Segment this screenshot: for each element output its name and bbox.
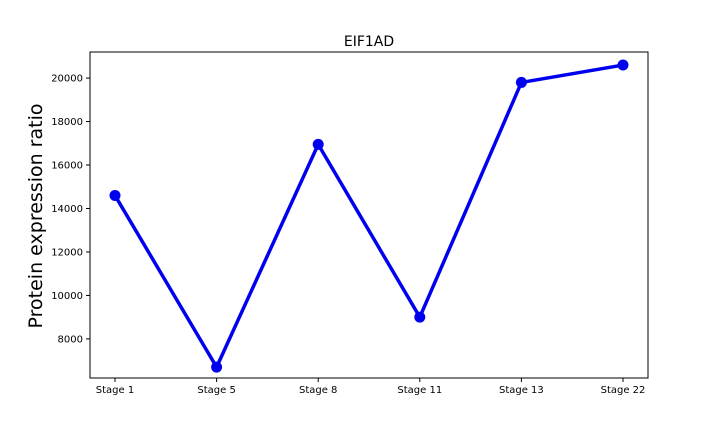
- chart-title: EIF1AD: [344, 34, 394, 50]
- y-tick-label: 18000: [51, 117, 83, 128]
- y-tick-label: 10000: [51, 291, 83, 302]
- x-tick-label: Stage 13: [499, 385, 544, 396]
- x-tick-label: Stage 1: [96, 385, 134, 396]
- x-tick-label: Stage 11: [397, 385, 442, 396]
- data-point: [211, 361, 223, 373]
- y-axis-label: Protein expression ratio: [25, 104, 47, 329]
- y-tick-label: 8000: [58, 334, 83, 345]
- data-point: [109, 189, 121, 201]
- data-point: [617, 59, 629, 71]
- y-axis: 8000 10000 12000 14000 16000 18000 20000: [51, 74, 90, 345]
- data-point: [312, 138, 324, 150]
- y-tick-label: 16000: [51, 161, 83, 172]
- plot-frame: [89, 51, 649, 379]
- x-tick-label: Stage 22: [601, 385, 646, 396]
- data-point: [515, 76, 527, 88]
- x-tick-label: Stage 8: [299, 385, 337, 396]
- x-axis: Stage 1 Stage 5 Stage 8 Stage 11 Stage 13 Sta…: [96, 378, 646, 396]
- y-tick-label: 12000: [51, 247, 83, 258]
- series-line: [113, 63, 624, 369]
- y-tick-label: 14000: [51, 204, 83, 215]
- series-group: [109, 59, 629, 373]
- data-point: [414, 311, 426, 323]
- x-tick-label: Stage 5: [197, 385, 235, 396]
- y-tick-label: 20000: [51, 74, 83, 85]
